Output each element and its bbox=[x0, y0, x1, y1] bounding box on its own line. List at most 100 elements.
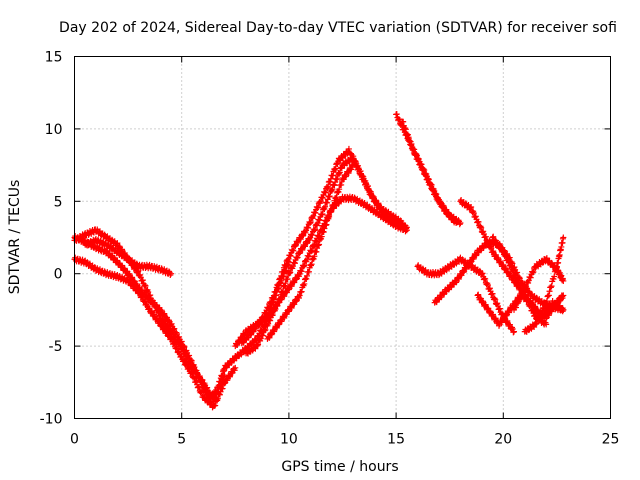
data-point bbox=[320, 205, 327, 212]
data-point bbox=[503, 312, 510, 319]
data-point bbox=[196, 373, 203, 380]
data-point bbox=[293, 298, 300, 305]
data-point bbox=[453, 220, 460, 227]
data-point bbox=[404, 131, 411, 138]
data-point bbox=[204, 384, 211, 391]
data-point bbox=[519, 287, 526, 294]
data-point bbox=[427, 180, 434, 187]
data-point bbox=[533, 321, 540, 328]
data-point bbox=[145, 288, 152, 295]
data-point bbox=[266, 334, 273, 341]
data-point bbox=[127, 257, 134, 264]
data-point bbox=[152, 303, 159, 310]
data-point bbox=[220, 377, 227, 384]
data-point bbox=[184, 354, 191, 361]
data-point bbox=[277, 295, 284, 302]
data-point bbox=[139, 293, 146, 300]
data-point bbox=[456, 221, 463, 228]
data-point bbox=[318, 233, 325, 240]
data-point bbox=[221, 372, 228, 379]
data-point bbox=[527, 303, 534, 310]
data-point bbox=[277, 275, 284, 282]
data-point bbox=[338, 165, 345, 172]
data-point bbox=[398, 221, 405, 228]
data-point bbox=[409, 145, 416, 152]
data-point bbox=[262, 326, 269, 333]
data-point bbox=[210, 398, 217, 405]
data-point bbox=[323, 183, 330, 190]
data-point bbox=[511, 303, 518, 310]
data-point bbox=[316, 217, 323, 224]
data-point bbox=[419, 165, 426, 172]
data-point bbox=[292, 243, 299, 250]
data-point bbox=[482, 233, 489, 240]
y-tick-label: 5 bbox=[54, 194, 63, 210]
data-point bbox=[263, 321, 270, 328]
data-point bbox=[190, 374, 197, 381]
data-point bbox=[148, 308, 155, 315]
data-point bbox=[355, 166, 362, 173]
data-point bbox=[309, 232, 316, 239]
data-point bbox=[527, 274, 534, 281]
data-point bbox=[322, 189, 329, 196]
data-point bbox=[159, 315, 166, 322]
data-point bbox=[508, 259, 515, 266]
data-point bbox=[164, 322, 171, 329]
data-point bbox=[408, 142, 415, 149]
data-point bbox=[524, 278, 531, 285]
data-point bbox=[357, 171, 364, 178]
data-point bbox=[291, 279, 298, 286]
data-point bbox=[489, 312, 496, 319]
data-point bbox=[114, 240, 121, 247]
x-tick-label: 0 bbox=[70, 432, 79, 448]
data-point bbox=[403, 225, 410, 232]
data-point bbox=[349, 156, 356, 163]
data-point bbox=[455, 276, 462, 283]
data-point bbox=[286, 270, 293, 277]
data-point bbox=[136, 288, 143, 295]
data-point bbox=[287, 252, 294, 259]
data-point bbox=[129, 274, 136, 281]
data-point bbox=[261, 327, 268, 334]
data-point bbox=[147, 292, 154, 299]
data-point bbox=[327, 175, 334, 182]
data-point bbox=[166, 269, 173, 276]
data-point bbox=[294, 238, 301, 245]
data-point bbox=[278, 289, 285, 296]
data-point bbox=[270, 295, 277, 302]
data-point bbox=[323, 221, 330, 228]
data-point bbox=[509, 266, 516, 273]
data-point bbox=[544, 293, 551, 300]
data-point bbox=[416, 161, 423, 168]
data-point bbox=[270, 292, 277, 299]
data-point bbox=[526, 303, 533, 310]
data-point bbox=[360, 175, 367, 182]
data-point bbox=[510, 268, 517, 275]
data-point bbox=[490, 233, 497, 240]
data-point bbox=[486, 285, 493, 292]
data-point bbox=[312, 209, 319, 216]
data-point bbox=[313, 221, 320, 228]
data-point bbox=[331, 182, 338, 189]
data-point bbox=[306, 253, 312, 260]
data-point bbox=[298, 245, 305, 252]
data-point bbox=[327, 178, 334, 185]
data-point bbox=[294, 254, 301, 261]
data-point bbox=[496, 305, 503, 312]
data-point bbox=[161, 310, 168, 317]
data-point bbox=[470, 210, 477, 217]
data-point bbox=[268, 298, 275, 305]
data-point bbox=[432, 190, 439, 197]
data-point bbox=[525, 297, 532, 304]
data-point bbox=[560, 277, 567, 284]
data-point bbox=[484, 281, 491, 288]
data-point bbox=[538, 310, 545, 317]
data-point bbox=[494, 300, 501, 307]
data-point bbox=[282, 280, 289, 287]
data-point bbox=[334, 161, 341, 168]
data-point bbox=[300, 263, 307, 270]
data-point bbox=[511, 328, 518, 335]
data-point bbox=[407, 138, 414, 145]
data-point bbox=[206, 389, 213, 396]
data-point bbox=[303, 275, 310, 282]
